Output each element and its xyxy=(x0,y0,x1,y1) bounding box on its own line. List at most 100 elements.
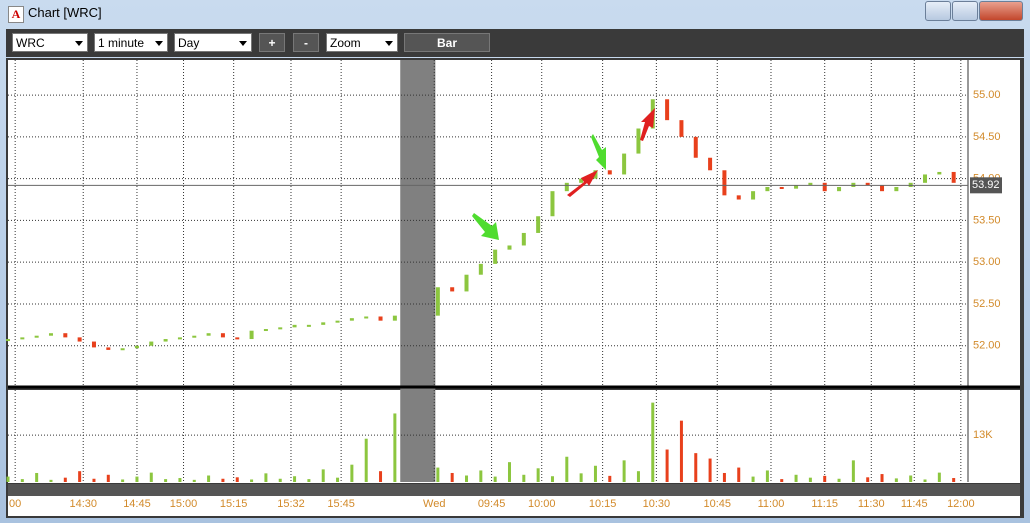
price-bar xyxy=(765,186,770,192)
volume-bar xyxy=(909,475,913,482)
price-bar xyxy=(679,120,684,137)
volume-bar xyxy=(679,420,683,482)
price-bar xyxy=(923,174,928,183)
price-bar xyxy=(321,322,326,325)
sell-arrow xyxy=(567,170,598,197)
price-bar xyxy=(206,333,211,336)
toolbar: WRC 1 minute Day + - Zoom Bar xyxy=(6,29,1024,57)
price-bar xyxy=(951,171,956,183)
volume-bar xyxy=(106,474,110,482)
price-bar xyxy=(722,170,727,196)
price-bar xyxy=(822,182,827,192)
scrollbar[interactable] xyxy=(8,484,1020,496)
volume-bar xyxy=(507,462,511,482)
y-tick-label: 54.50 xyxy=(973,131,1001,143)
volume-bar xyxy=(851,460,855,482)
price-bar xyxy=(77,337,82,342)
volume-bar xyxy=(336,477,340,482)
price-bar xyxy=(736,195,741,200)
price-bar xyxy=(636,128,641,154)
volume-bar xyxy=(235,477,239,482)
x-tick-label: 14:30 xyxy=(69,498,97,510)
price-bar xyxy=(192,335,197,338)
buy-arrow xyxy=(591,134,606,170)
volume-bar xyxy=(665,449,669,482)
minimize-button[interactable] xyxy=(925,1,951,21)
price-bar xyxy=(349,318,354,321)
price-bar xyxy=(378,316,383,321)
volume-bar xyxy=(722,472,726,482)
zoom-out-button[interactable]: - xyxy=(293,33,319,52)
price-bar xyxy=(894,186,899,192)
x-tick-label: 15:32 xyxy=(277,498,305,510)
price-bar xyxy=(808,182,813,186)
volume-bar xyxy=(121,479,125,482)
volume-bar xyxy=(765,470,769,482)
price-bar xyxy=(263,329,268,332)
volume-bar xyxy=(794,474,798,482)
maximize-button[interactable] xyxy=(952,1,978,21)
volume-bar xyxy=(379,471,383,482)
price-bar xyxy=(91,341,96,348)
price-bar xyxy=(106,347,111,350)
price-bar xyxy=(708,157,713,171)
volume-bar xyxy=(479,470,483,482)
price-bar xyxy=(536,216,541,233)
price-bar xyxy=(794,185,799,189)
price-bar xyxy=(622,153,627,175)
volume-bar xyxy=(221,478,225,482)
volume-bar xyxy=(350,464,354,482)
zoom-in-button[interactable]: + xyxy=(259,33,285,52)
volume-bar xyxy=(78,471,82,482)
price-bar xyxy=(607,170,612,175)
y2-tick-label: 13K xyxy=(973,429,993,441)
volume-bar xyxy=(364,438,368,482)
x-tick-label: 10:00 xyxy=(528,498,556,510)
period-select[interactable]: Day xyxy=(174,33,252,52)
volume-bar xyxy=(823,475,827,482)
volume-bar xyxy=(164,479,168,482)
volume-bar xyxy=(880,474,884,482)
volume-bar xyxy=(20,479,24,482)
price-bar xyxy=(478,263,483,275)
price-bar xyxy=(493,249,498,264)
x-tick-label: 12:00 xyxy=(947,498,975,510)
price-bar xyxy=(306,324,311,327)
x-tick-label: 10:45 xyxy=(703,498,731,510)
volume-bar xyxy=(636,471,640,482)
style-button[interactable]: Bar xyxy=(404,33,490,52)
volume-bar xyxy=(651,402,655,482)
price-bar xyxy=(364,316,369,319)
window-title: Chart [WRC] xyxy=(28,5,102,20)
symbol-select[interactable]: WRC xyxy=(12,33,88,52)
volume-bar xyxy=(780,479,784,482)
volume-bar xyxy=(278,478,282,482)
volume-bar xyxy=(866,477,870,482)
time-axis xyxy=(8,496,1020,516)
volume-bar xyxy=(178,478,182,482)
closed-session xyxy=(400,60,436,482)
price-bar xyxy=(450,287,455,292)
price-bar xyxy=(235,337,240,340)
y-tick-label: 53.50 xyxy=(973,214,1001,226)
price-bar xyxy=(34,335,39,338)
close-button[interactable] xyxy=(979,1,1023,21)
price-bar xyxy=(177,337,182,340)
x-tick-label: 11:45 xyxy=(901,498,928,510)
volume-bar xyxy=(63,477,67,482)
price-bar xyxy=(779,186,784,189)
volume-bar xyxy=(694,453,698,482)
volume-bar xyxy=(622,460,626,482)
zoom-select[interactable]: Zoom xyxy=(326,33,398,52)
price-bar xyxy=(120,348,125,351)
interval-select[interactable]: 1 minute xyxy=(94,33,168,52)
x-tick-label: 11:00 xyxy=(758,498,785,510)
volume-bar xyxy=(923,479,927,482)
volume-bar xyxy=(751,476,755,482)
price-bar xyxy=(134,345,139,349)
y-tick-label: 55.00 xyxy=(973,89,1001,101)
x-tick-label: Wed xyxy=(423,498,445,510)
volume-bar xyxy=(737,467,741,482)
